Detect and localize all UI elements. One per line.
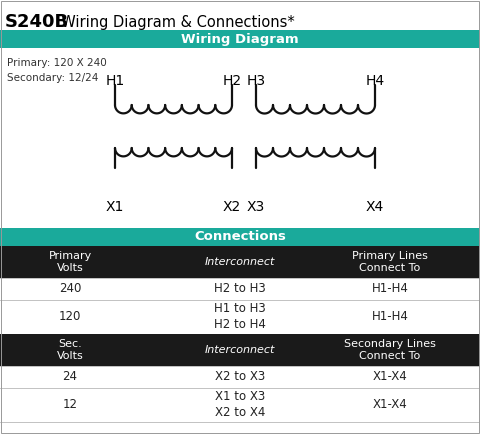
Text: Sec.
Volts: Sec. Volts xyxy=(57,339,84,361)
Text: X1-X4: X1-X4 xyxy=(372,371,408,384)
Text: Wiring Diagram & Connections*: Wiring Diagram & Connections* xyxy=(52,14,295,30)
Text: Primary
Volts: Primary Volts xyxy=(48,251,92,273)
Text: H1: H1 xyxy=(106,74,125,88)
Text: X1: X1 xyxy=(106,200,124,214)
Text: H3: H3 xyxy=(246,74,265,88)
Text: 120: 120 xyxy=(59,310,81,323)
Text: 240: 240 xyxy=(59,283,81,296)
Bar xyxy=(0,334,480,366)
Text: H2 to H3: H2 to H3 xyxy=(214,283,266,296)
Text: H1-H4: H1-H4 xyxy=(372,310,408,323)
Text: X1-X4: X1-X4 xyxy=(372,398,408,411)
Bar xyxy=(0,30,480,48)
Text: H4: H4 xyxy=(365,74,384,88)
Text: H2: H2 xyxy=(222,74,241,88)
Text: Wiring Diagram: Wiring Diagram xyxy=(181,33,299,46)
Text: Interconnect: Interconnect xyxy=(205,257,275,267)
Text: X2: X2 xyxy=(223,200,241,214)
Text: X4: X4 xyxy=(366,200,384,214)
Text: Connections: Connections xyxy=(194,230,286,243)
Text: Interconnect: Interconnect xyxy=(205,345,275,355)
Bar xyxy=(0,246,480,278)
Text: Primary: 120 X 240: Primary: 120 X 240 xyxy=(7,58,107,68)
Bar xyxy=(0,228,480,246)
Text: X3: X3 xyxy=(247,200,265,214)
Text: H1 to H3
H2 to H4: H1 to H3 H2 to H4 xyxy=(214,302,266,332)
Text: Secondary: 12/24: Secondary: 12/24 xyxy=(7,73,98,83)
Text: 24: 24 xyxy=(62,371,77,384)
Text: Secondary Lines
Connect To: Secondary Lines Connect To xyxy=(344,339,436,361)
Text: H1-H4: H1-H4 xyxy=(372,283,408,296)
Text: X2 to X3: X2 to X3 xyxy=(215,371,265,384)
Text: X1 to X3
X2 to X4: X1 to X3 X2 to X4 xyxy=(215,391,265,420)
Text: S240B: S240B xyxy=(5,13,69,31)
Text: Primary Lines
Connect To: Primary Lines Connect To xyxy=(352,251,428,273)
Text: 12: 12 xyxy=(62,398,77,411)
